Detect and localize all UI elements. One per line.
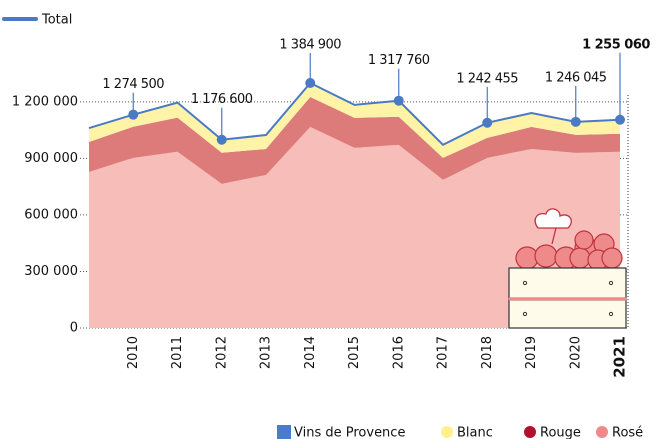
legend-swatch [277,425,291,439]
legend-label: Total [41,13,72,28]
x-tick-label: 2014 [303,336,318,369]
annotation: 1 384 900 [279,38,341,53]
total-marker [570,116,581,127]
annotation: 1 242 455 [456,71,518,86]
legend-label: Rouge [540,426,581,439]
y-tick-label: 300 000 [24,264,78,279]
total-marker [305,78,316,88]
x-tick-label: 2020 [568,336,583,369]
x-tick-label: 2015 [347,336,362,369]
x-tick-label: 2018 [480,336,495,369]
y-tick-label: 600 000 [24,207,78,222]
crate-illustration [508,208,627,329]
total-line [88,81,621,147]
x-tick-label: 2013 [259,336,274,369]
x-tick-label: 2017 [436,336,451,369]
y-tick-label: 900 000 [24,151,78,166]
area [89,126,620,329]
total-marker [128,109,139,120]
total-marker [482,117,493,128]
x-tick-label: 2010 [126,336,141,369]
annotation: 1 274 500 [102,77,164,92]
annotation: 1 317 760 [368,53,430,68]
legend-label: Rosé [612,426,643,439]
legend-swatch [596,426,608,438]
total-marker [615,114,625,125]
area [89,83,620,158]
legend-label: Blanc [457,426,493,439]
x-tick-label: 2011 [170,336,185,369]
x-tick-label: 2016 [391,336,406,369]
annotation: 1 255 060 [582,37,650,52]
annotation: 1 246 045 [545,70,607,85]
legend-label: Vins de Provence [294,426,405,439]
total-marker [216,134,227,145]
legend-swatch [441,426,453,438]
x-tick-label: 2019 [524,336,539,369]
y-tick-label: 0 [70,321,78,336]
area [89,96,620,184]
total-marker [393,95,404,106]
annotation: 1 176 600 [191,92,253,107]
x-tick-label: 2021 [611,336,629,378]
y-tick-label: 1 200 000 [12,94,78,109]
legend-swatch [524,426,536,438]
x-tick-label: 2012 [214,336,229,369]
